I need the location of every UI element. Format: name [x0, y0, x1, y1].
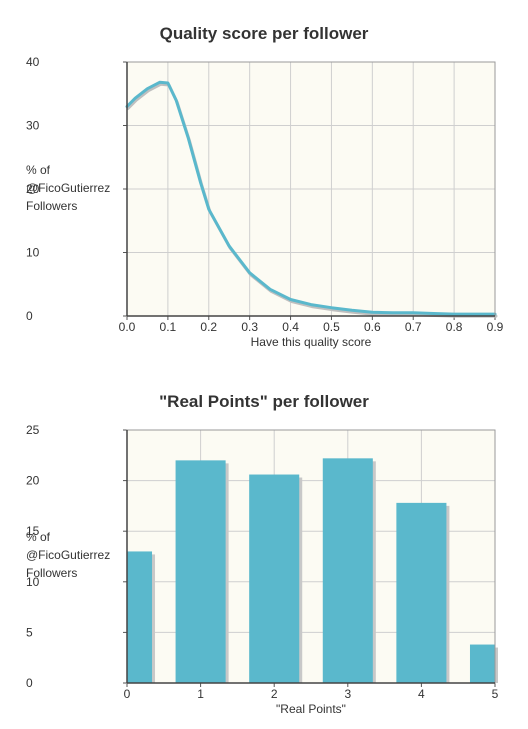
x-tick-label: 3	[344, 687, 351, 701]
x-tick-label: 2	[271, 687, 278, 701]
x-tick-label: 0.9	[487, 320, 504, 334]
x-tick-label: 0.6	[364, 320, 381, 334]
y-tick-label: 10	[26, 575, 40, 589]
y-tick-label: 25	[26, 423, 40, 437]
bar	[127, 551, 153, 683]
y-tick-label: 15	[26, 524, 40, 538]
y-tick-label: 0	[26, 309, 33, 323]
chart-title: Quality score per follower	[159, 24, 369, 43]
x-tick-label: 0.1	[160, 320, 177, 334]
bar	[396, 502, 447, 683]
y-tick-label: 10	[26, 246, 40, 260]
y-tick-label: 20	[26, 182, 40, 196]
x-tick-label: 0.4	[282, 320, 299, 334]
y-tick-label: 40	[26, 55, 40, 69]
y-axis-label: % of @FicoGutierrez Followers	[26, 163, 111, 213]
x-tick-label: 0.0	[119, 320, 136, 334]
x-tick-label: 0	[124, 687, 131, 701]
x-tick-label: 5	[492, 687, 499, 701]
x-tick-label: 4	[418, 687, 425, 701]
bar	[249, 474, 300, 683]
x-tick-label: 1	[197, 687, 204, 701]
quality-score-chart: Quality score per follower 0 10 20 30 40 0.0 0…	[26, 24, 504, 349]
real-points-plot: 0 5 10 15 20 25 0 1 2 3 4 5	[26, 423, 499, 701]
bar	[469, 644, 495, 683]
y-tick-label: 30	[26, 119, 40, 133]
series-line	[125, 80, 497, 316]
bar	[175, 460, 226, 683]
real-points-chart: "Real Points" per follower 0 5 10 15 20 25 0 1 2…	[0, 365, 528, 729]
x-tick-label: 0.8	[446, 320, 463, 334]
x-tick-label: 0.3	[241, 320, 258, 334]
y-tick-label: 20	[26, 474, 40, 488]
y-tick-label: 5	[26, 625, 33, 639]
x-tick-label: 0.7	[405, 320, 422, 334]
bar	[322, 458, 373, 683]
y-axis-label: % of @FicoGutierrez Followers	[26, 530, 111, 580]
x-tick-label: 0.2	[200, 320, 217, 334]
chart-title: "Real Points" per follower	[159, 392, 369, 411]
x-axis-label: Have this quality score	[250, 335, 372, 349]
x-tick-label: 0.5	[323, 320, 340, 334]
y-tick-label: 0	[26, 676, 33, 690]
x-axis-label: "Real Points"	[276, 702, 346, 716]
quality-score-plot: 0 10 20 30 40 0.0 0.1 0.2 0.3 0.4 0.5 0.6 0.7 0.8 0.9	[26, 55, 504, 334]
